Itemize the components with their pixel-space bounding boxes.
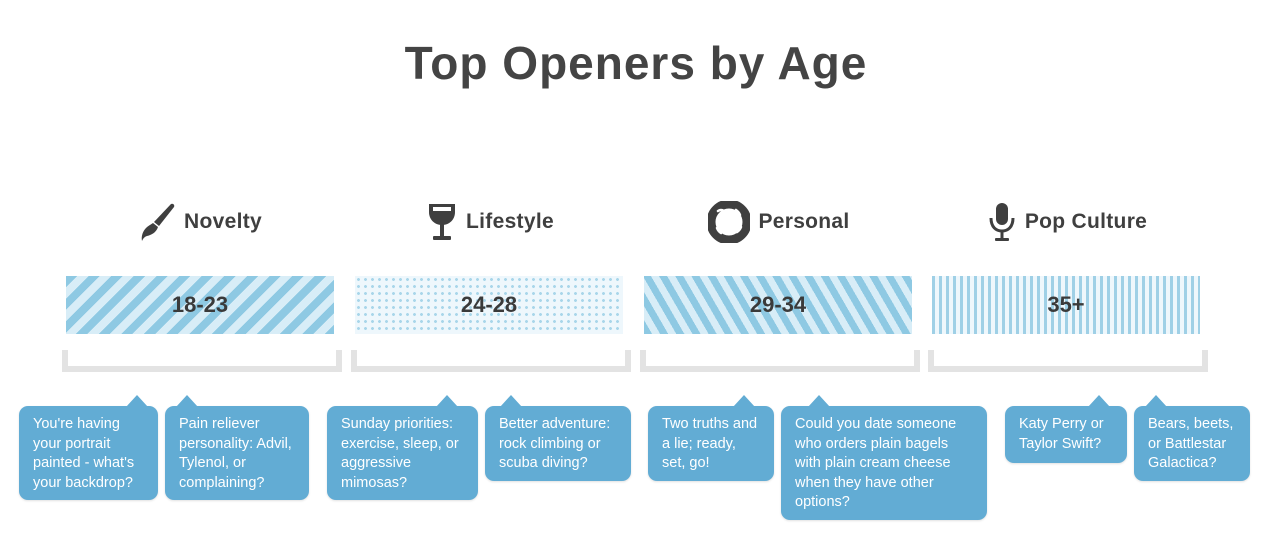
age-range-label: 18-23 xyxy=(171,292,229,317)
category-label: Personal xyxy=(758,210,850,233)
opener-bubble: Could you date someone who orders plain … xyxy=(781,406,987,520)
age-band-24-28: 24-28 xyxy=(355,276,623,334)
donut-icon xyxy=(708,201,751,243)
age-band-29-34: 29-34 xyxy=(644,276,912,334)
age-band-18-23: 18-23 xyxy=(66,276,334,334)
age-range-label: 24-28 xyxy=(460,292,518,317)
opener-bubble: Katy Perry or Taylor Swift? xyxy=(1005,406,1127,463)
bracket-divider xyxy=(62,350,342,372)
category-header: Pop Culture xyxy=(932,198,1202,246)
wine-glass-icon xyxy=(426,202,458,242)
age-range-label: 29-34 xyxy=(749,292,807,317)
category-header: Lifestyle xyxy=(355,198,625,246)
category-label: Lifestyle xyxy=(466,210,554,233)
category-personal: Personal 29-34 xyxy=(640,0,920,549)
age-band-35-plus: 35+ xyxy=(932,276,1200,334)
bracket-divider xyxy=(640,350,920,372)
age-range-label: 35+ xyxy=(1047,292,1085,317)
category-header: Personal xyxy=(644,198,914,246)
opener-bubble: Pain reliever personality: Advil, Tyleno… xyxy=(165,406,309,500)
bracket-divider xyxy=(351,350,631,372)
opener-bubble: Bears, beets, or Battlestar Galactica? xyxy=(1134,406,1250,481)
category-lifestyle: Lifestyle 24-28 xyxy=(351,0,631,549)
category-header: Novelty xyxy=(66,198,336,246)
opener-bubble: Sunday priorities: exercise, sleep, or a… xyxy=(327,406,478,500)
opener-bubble: Better adventure: rock climbing or scuba… xyxy=(485,406,631,481)
category-label: Pop Culture xyxy=(1024,210,1148,233)
opener-bubble: Two truths and a lie; ready, set, go! xyxy=(648,406,774,481)
page-title: Top Openers by Age xyxy=(404,37,868,89)
category-pop-culture: Pop Culture 35+ xyxy=(928,0,1208,549)
opener-bubble: You're having your portrait painted - wh… xyxy=(19,406,158,500)
microphone-icon xyxy=(987,201,1017,243)
category-label: Novelty xyxy=(184,210,262,233)
category-novelty: Novelty 18-23 xyxy=(62,0,342,549)
bracket-divider xyxy=(928,350,1208,372)
paintbrush-icon xyxy=(140,202,176,242)
